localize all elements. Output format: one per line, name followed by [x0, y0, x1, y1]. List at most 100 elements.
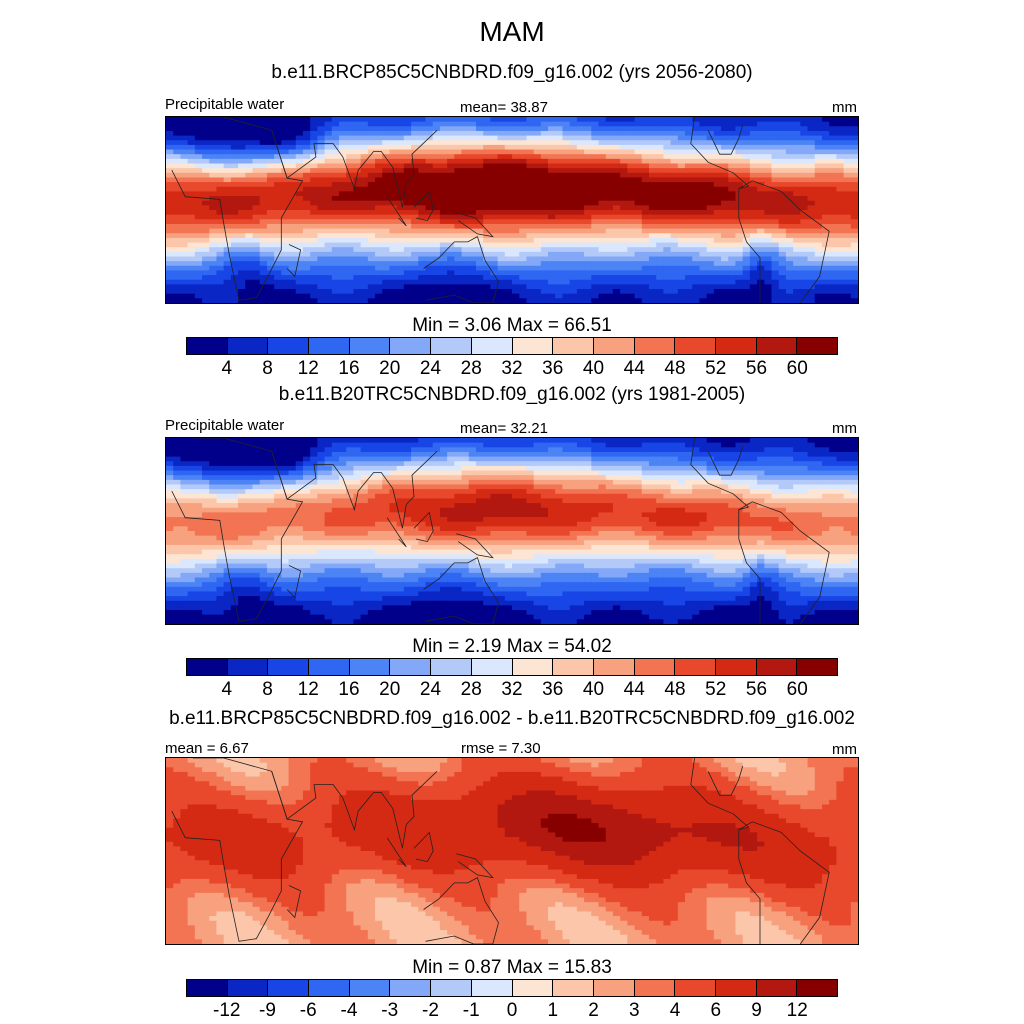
panel-1-variable-label: Precipitable water: [165, 96, 285, 113]
panel-2-title: b.e11.B20TRC5CNBDRD.f09_g16.002 (yrs 198…: [278, 384, 746, 405]
colorbar-tick-label: 36: [542, 358, 564, 379]
panel-3-map: [165, 757, 859, 945]
colorbar-tick-label: 36: [542, 679, 564, 700]
colorbar-tick-label: 48: [664, 358, 686, 379]
coastline: [386, 837, 407, 868]
colorbar-swatch: [715, 659, 757, 675]
panel-2-variable-label: Precipitable water: [165, 417, 285, 434]
colorbar-tick-label: 40: [582, 679, 605, 700]
colorbar-tick-label: 4: [669, 1000, 681, 1021]
colorbar-swatch: [309, 980, 350, 996]
panel-3-colorbar: [186, 979, 838, 997]
colorbar-tick-label: 28: [460, 358, 482, 379]
colorbar-tick-label: 52: [705, 358, 727, 379]
colorbar-tick-label: 52: [705, 679, 727, 700]
colorbar-tick-label: 20: [379, 358, 401, 379]
coastline: [738, 821, 830, 944]
colorbar-swatch: [471, 338, 513, 354]
coastline: [286, 244, 302, 278]
map-svg: [166, 758, 858, 944]
colorbar-tick-label: 60: [786, 358, 808, 379]
coastline: [690, 117, 750, 190]
colorbar-swatch: [187, 338, 228, 354]
colorbar-swatch: [471, 980, 513, 996]
colorbar-swatch: [553, 659, 594, 675]
panel-3-colorbar-ticks: -12 -9 -6 -4 -3 -2 -1 0 1 2 3 4 6 9 12: [186, 1000, 838, 1022]
colorbar-tick-label: 28: [460, 679, 482, 700]
coastline: [456, 853, 494, 879]
colorbar-tick-label: 16: [338, 358, 360, 379]
colorbar-swatch: [675, 659, 716, 675]
colorbar-tick-label: -4: [340, 1000, 358, 1021]
colorbar-tick-label: 20: [379, 679, 401, 700]
colorbar-tick-label: 8: [262, 358, 273, 379]
panel-3-title: b.e11.BRCP85C5CNBDRD.f09_g16.002 - b.e11…: [169, 708, 855, 729]
colorbar-tick-label: 16: [338, 679, 360, 700]
colorbar-tick-label: 32: [501, 679, 523, 700]
colorbar-swatch: [553, 338, 594, 354]
colorbar-tick-label: 4: [221, 679, 233, 700]
coastline: [413, 831, 434, 863]
colorbar-swatch: [797, 659, 837, 675]
colorbar-swatch: [349, 659, 391, 675]
colorbar-tick-label: 6: [710, 1000, 722, 1021]
coastline: [286, 565, 302, 599]
colorbar-swatch: [187, 659, 228, 675]
coastline: [286, 885, 302, 919]
colorbar-tick-label: 9: [751, 1000, 762, 1021]
colorbar-swatch: [431, 659, 472, 675]
coastline: [456, 533, 494, 559]
colorbar-tick-label: 12: [297, 679, 319, 700]
colorbar-swatch: [227, 980, 269, 996]
colorbar-swatch: [227, 659, 269, 675]
colorbar-tick-label: 32: [501, 358, 523, 379]
panel-3-units-label: mm: [832, 741, 857, 758]
colorbar-tick-label: 1: [547, 1000, 559, 1021]
colorbar-tick-label: 12: [297, 358, 319, 379]
colorbar-tick-label: 44: [623, 679, 645, 700]
colorbar-swatch: [756, 980, 798, 996]
colorbar-swatch: [797, 980, 837, 996]
coastline: [423, 236, 499, 303]
colorbar-tick-label: -1: [462, 1000, 480, 1021]
panel-1-colorbar-ticks: 4 8 12 16 20 24 28 32 36 40 44 48 52 56 60: [186, 358, 838, 380]
colorbar-tick-label: -12: [213, 1000, 241, 1021]
panel-3-minmax: Min = 0.87 Max = 15.83: [412, 957, 612, 978]
coastline: [738, 501, 830, 624]
coastline: [707, 445, 744, 476]
coastline: [386, 517, 407, 548]
colorbar-swatch: [553, 980, 594, 996]
colorbar-tick-label: 4: [221, 358, 233, 379]
panel-1-units-label: mm: [832, 99, 857, 116]
panel-1-map: [165, 116, 859, 304]
map-svg: [166, 117, 858, 303]
colorbar-tick-label: 60: [786, 679, 808, 700]
colorbar-tick-label: 2: [588, 1000, 599, 1021]
coastline: [271, 130, 438, 208]
colorbar-swatch: [431, 338, 472, 354]
colorbar-swatch: [390, 338, 432, 354]
colorbar-swatch: [675, 338, 716, 354]
colorbar-tick-label: 48: [664, 679, 686, 700]
colorbar-swatch: [471, 659, 513, 675]
colorbar-swatch: [187, 980, 228, 996]
colorbar-swatch: [593, 980, 635, 996]
coastline: [738, 538, 761, 624]
colorbar-swatch: [675, 980, 716, 996]
colorbar-swatch: [349, 980, 391, 996]
colorbar-tick-label: 0: [506, 1000, 518, 1021]
colorbar-swatch: [512, 980, 554, 996]
colorbar-swatch: [268, 659, 310, 675]
colorbar-swatch: [431, 980, 472, 996]
coastline: [690, 758, 750, 831]
colorbar-tick-label: -6: [299, 1000, 317, 1021]
colorbar-tick-label: 24: [419, 679, 442, 700]
colorbar-swatch: [797, 338, 837, 354]
coastline: [738, 217, 761, 303]
colorbar-swatch: [715, 338, 757, 354]
colorbar-swatch: [634, 338, 676, 354]
colorbar-swatch: [634, 980, 676, 996]
panel-2-mean-label: mean= 32.21: [460, 420, 548, 437]
map-svg: [166, 438, 858, 624]
colorbar-swatch: [512, 338, 554, 354]
